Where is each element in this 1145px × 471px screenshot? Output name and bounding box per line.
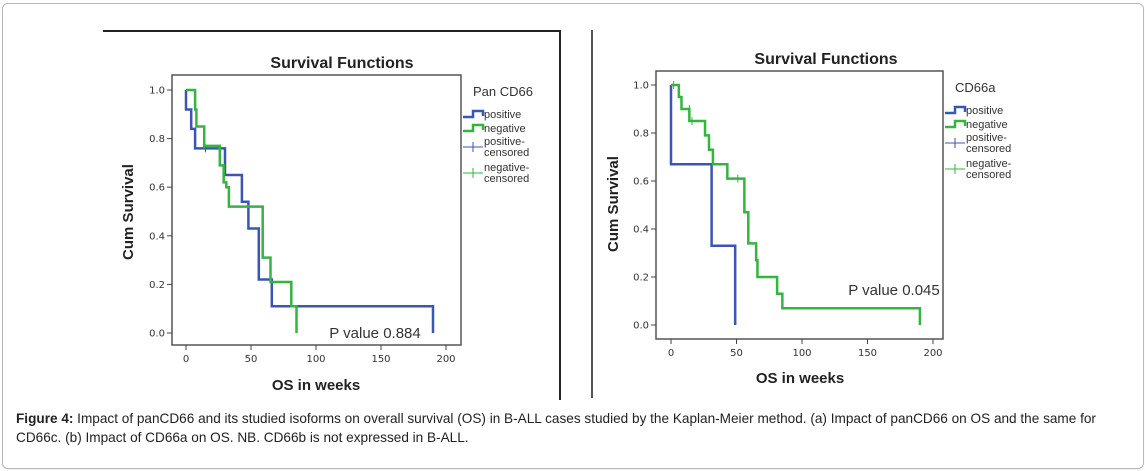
plot-frame xyxy=(655,70,944,340)
legend-label-negative: negative xyxy=(966,119,1008,131)
x-tick-label: 0 xyxy=(668,348,674,359)
survival-curve-positive xyxy=(669,85,737,325)
y-tick-label: 0.2 xyxy=(149,280,165,291)
y-tick-label: 1.0 xyxy=(633,81,649,92)
plot-frame xyxy=(171,74,462,346)
legend-label-negative-censored-2: censored xyxy=(966,169,1011,181)
legend-title: CD66a xyxy=(955,80,996,95)
legend-label-positive: positive xyxy=(966,105,1003,117)
y-tick-label: 0.8 xyxy=(633,129,649,140)
caption-label: Figure 4: xyxy=(16,411,74,426)
legend-label-negative-censored: negative- xyxy=(966,158,1012,170)
x-tick-label: 50 xyxy=(245,354,258,365)
y-tick-label: 0.0 xyxy=(633,321,649,332)
y-tick-label: 0.2 xyxy=(633,273,649,284)
legend-title: Pan CD66 xyxy=(473,84,533,99)
legend-label-positive: positive xyxy=(484,109,521,121)
y-tick-label: 0.8 xyxy=(149,134,165,145)
x-axis-label: OS in weeks xyxy=(272,377,360,394)
y-axis-label: Cum Survival xyxy=(120,164,137,260)
legend-symbol-positive xyxy=(463,109,485,119)
legend-label-positive-censored-2: censored xyxy=(484,147,529,159)
y-tick-label: 0.0 xyxy=(149,329,165,340)
legend-label-negative-censored: negative- xyxy=(484,162,530,174)
caption-text: Impact of panCD66 and its studied isofor… xyxy=(16,411,1096,445)
chart-title-a: Survival Functions xyxy=(270,55,413,72)
legend-label-negative: negative xyxy=(484,123,526,135)
survival-curve-negative xyxy=(671,83,922,325)
legend-symbol-negative xyxy=(945,119,967,129)
figure-caption: Figure 4: Impact of panCD66 and its stud… xyxy=(16,409,1131,447)
legend-symbol-negative xyxy=(463,123,485,133)
p-value-annotation: P value 0.045 xyxy=(848,282,939,299)
legend-label-positive-censored: positive- xyxy=(966,132,1007,144)
figure-card xyxy=(2,3,1144,469)
y-axis-label: Cum Survival xyxy=(605,156,622,252)
legend-label-positive-censored-2: censored xyxy=(966,143,1011,155)
chart-title-b: Survival Functions xyxy=(754,51,897,68)
figure-a-border xyxy=(103,30,561,400)
y-tick-label: 0.6 xyxy=(149,183,165,194)
legend-label-positive-censored: positive- xyxy=(484,136,525,148)
x-tick-label: 100 xyxy=(792,348,811,359)
x-axis-label: OS in weeks xyxy=(756,370,844,387)
x-tick-label: 0 xyxy=(183,354,189,365)
y-tick-label: 0.4 xyxy=(633,225,649,236)
survival-curve-negative xyxy=(186,88,298,333)
legend-label-negative-censored-2: censored xyxy=(484,173,529,185)
figure-divider xyxy=(591,30,593,398)
legend-symbol-positive xyxy=(945,105,967,115)
x-tick-label: 200 xyxy=(436,354,455,365)
y-tick-label: 0.4 xyxy=(149,231,165,242)
x-tick-label: 50 xyxy=(730,348,743,359)
y-tick-label: 1.0 xyxy=(149,86,165,97)
x-tick-label: 150 xyxy=(858,348,877,359)
x-tick-label: 100 xyxy=(306,354,325,365)
survival-curve-positive xyxy=(184,90,435,333)
y-tick-label: 0.6 xyxy=(633,177,649,188)
p-value-annotation: P value 0.884 xyxy=(329,325,420,342)
x-tick-label: 200 xyxy=(923,348,942,359)
x-tick-label: 150 xyxy=(371,354,390,365)
